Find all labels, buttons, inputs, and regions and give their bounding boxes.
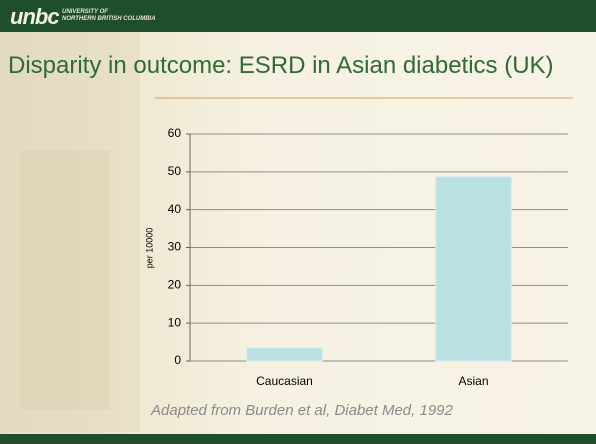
- y-tick-label: 40: [168, 202, 182, 216]
- university-line: UNIVERSITY OF: [62, 9, 108, 15]
- y-tick-label: 20: [168, 278, 182, 292]
- y-tick-label: 60: [168, 126, 182, 140]
- y-tick-label: 0: [174, 353, 181, 367]
- university-line: NORTHERN BRITISH COLUMBIA: [62, 16, 156, 22]
- bar: [435, 176, 512, 362]
- y-axis-label: per 10000: [144, 228, 154, 269]
- bottom-bar: [0, 434, 596, 444]
- x-tick-label: Asian: [458, 374, 488, 388]
- x-tick-label: Caucasian: [256, 374, 313, 388]
- y-tick-label: 10: [168, 315, 182, 329]
- bar: [246, 347, 323, 362]
- slide-title: Disparity in outcome: ESRD in Asian diab…: [8, 52, 554, 79]
- caption: Adapted from Burden et al, Diabet Med, 1…: [151, 402, 453, 419]
- logo: unbc: [10, 4, 60, 29]
- university-name: UNIVERSITY OF NORTHERN BRITISH COLUMBIA: [62, 9, 156, 23]
- y-tick-label: 30: [168, 240, 182, 254]
- y-tick-label: 50: [168, 164, 182, 178]
- background-building: [20, 150, 110, 410]
- top-bar: unbc UNIVERSITY OF NORTHERN BRITISH COLU…: [0, 0, 596, 32]
- background-image: [0, 32, 140, 432]
